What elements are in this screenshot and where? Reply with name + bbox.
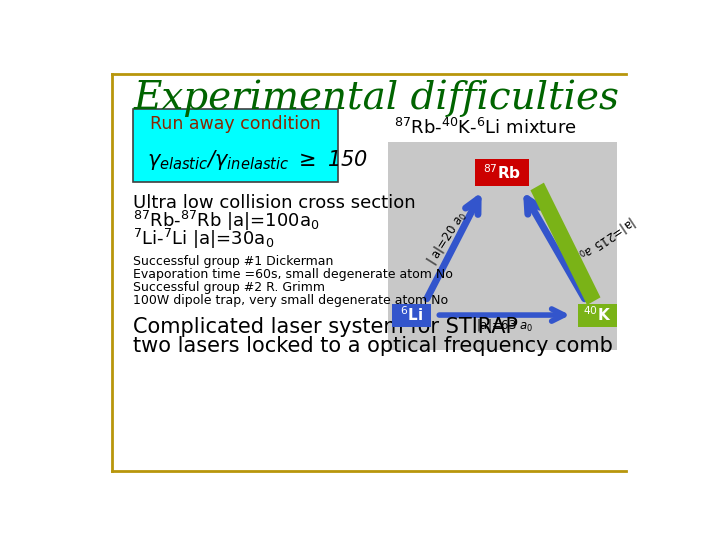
Text: Ultra low collision cross section: Ultra low collision cross section [132,194,415,212]
Text: $\gamma_{elastic}$/$\gamma_{inelastic}$ $\geq$ 150: $\gamma_{elastic}$/$\gamma_{inelastic}$ … [147,148,367,172]
Text: Successful group #2 R. Grimm: Successful group #2 R. Grimm [132,281,325,294]
Text: Experimental difficulties: Experimental difficulties [134,80,620,117]
Text: $^{87}$Rb: $^{87}$Rb [483,163,521,182]
Text: |a|=215 $a_0$: |a|=215 $a_0$ [576,213,639,262]
Text: $^{87}$Rb-$^{87}$Rb |a|=100a$_{0}$: $^{87}$Rb-$^{87}$Rb |a|=100a$_{0}$ [132,209,319,233]
FancyBboxPatch shape [132,109,338,182]
Text: $^{87}$Rb-$^{40}$K-$^{6}$Li mixture: $^{87}$Rb-$^{40}$K-$^{6}$Li mixture [394,118,577,138]
Text: $^{40}$K: $^{40}$K [583,306,612,325]
FancyBboxPatch shape [392,303,431,327]
FancyBboxPatch shape [475,159,529,186]
FancyBboxPatch shape [578,303,617,327]
Polygon shape [531,183,600,305]
Text: | a|=20 $a_0$: | a|=20 $a_0$ [423,208,469,268]
Text: |a|=63 $a_0$: |a|=63 $a_0$ [476,317,534,333]
FancyBboxPatch shape [388,142,617,350]
Text: Successful group #1 Dickerman: Successful group #1 Dickerman [132,255,333,268]
Text: Evaporation time =60s, small degenerate atom No: Evaporation time =60s, small degenerate … [132,268,452,281]
Text: $^{6}$Li: $^{6}$Li [400,306,423,325]
Text: $^{7}$Li-$^{7}$Li |a|=30a$_{0}$: $^{7}$Li-$^{7}$Li |a|=30a$_{0}$ [132,227,274,251]
Text: Complicated laser system for STIRAP: Complicated laser system for STIRAP [132,316,518,336]
Text: 100W dipole trap, very small degenerate atom No: 100W dipole trap, very small degenerate … [132,294,448,307]
Text: two lasers locked to a optical frequency comb: two lasers locked to a optical frequency… [132,336,613,356]
Text: Run away condition: Run away condition [150,115,320,133]
